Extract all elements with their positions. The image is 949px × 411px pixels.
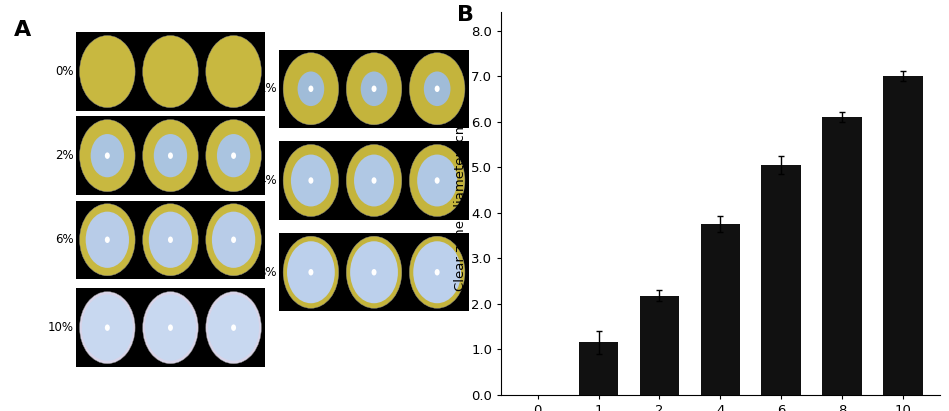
Bar xyxy=(579,342,619,395)
Ellipse shape xyxy=(308,269,313,275)
Ellipse shape xyxy=(168,324,173,331)
Ellipse shape xyxy=(287,241,335,303)
Ellipse shape xyxy=(371,85,377,92)
Ellipse shape xyxy=(154,134,187,177)
Ellipse shape xyxy=(413,241,461,303)
Bar xyxy=(279,233,469,312)
Ellipse shape xyxy=(80,120,135,192)
Ellipse shape xyxy=(298,72,325,106)
Ellipse shape xyxy=(409,236,465,308)
Bar xyxy=(700,224,740,395)
Bar xyxy=(279,50,469,128)
Ellipse shape xyxy=(354,155,394,206)
Ellipse shape xyxy=(82,295,133,361)
Ellipse shape xyxy=(80,35,135,108)
Text: A: A xyxy=(14,20,31,40)
Ellipse shape xyxy=(212,212,255,268)
Ellipse shape xyxy=(291,155,331,206)
Bar xyxy=(640,296,679,395)
Ellipse shape xyxy=(104,152,110,159)
Ellipse shape xyxy=(80,292,135,364)
Ellipse shape xyxy=(168,236,173,243)
Ellipse shape xyxy=(206,35,261,108)
Bar xyxy=(279,141,469,220)
Ellipse shape xyxy=(409,145,465,217)
Ellipse shape xyxy=(91,134,124,177)
Ellipse shape xyxy=(283,145,339,217)
Text: 1%: 1% xyxy=(258,82,277,95)
Text: 6%: 6% xyxy=(55,233,73,246)
Ellipse shape xyxy=(361,72,387,106)
Ellipse shape xyxy=(231,236,236,243)
Ellipse shape xyxy=(371,269,377,275)
Ellipse shape xyxy=(217,134,251,177)
Ellipse shape xyxy=(346,236,401,308)
Bar xyxy=(76,116,265,195)
Ellipse shape xyxy=(85,212,129,268)
Ellipse shape xyxy=(168,152,173,159)
Ellipse shape xyxy=(206,120,261,192)
Text: B: B xyxy=(457,5,474,25)
Ellipse shape xyxy=(283,53,339,125)
Bar xyxy=(76,32,265,111)
Ellipse shape xyxy=(346,145,401,217)
Ellipse shape xyxy=(435,177,439,184)
Ellipse shape xyxy=(80,204,135,276)
Ellipse shape xyxy=(424,72,451,106)
Ellipse shape xyxy=(142,35,198,108)
Bar xyxy=(76,201,265,279)
Ellipse shape xyxy=(435,85,439,92)
Ellipse shape xyxy=(104,324,110,331)
Y-axis label: Clear zone  diameter (cm): Clear zone diameter (cm) xyxy=(454,116,467,291)
Ellipse shape xyxy=(208,295,259,361)
Ellipse shape xyxy=(350,241,398,303)
Ellipse shape xyxy=(145,295,196,361)
Ellipse shape xyxy=(231,324,236,331)
Ellipse shape xyxy=(308,85,313,92)
Ellipse shape xyxy=(346,53,401,125)
Bar xyxy=(823,117,862,395)
Ellipse shape xyxy=(418,155,457,206)
Ellipse shape xyxy=(149,212,192,268)
Bar xyxy=(76,289,265,367)
Ellipse shape xyxy=(308,177,313,184)
Text: 2%: 2% xyxy=(55,149,73,162)
Ellipse shape xyxy=(231,152,236,159)
Bar xyxy=(761,165,801,395)
Text: 10%: 10% xyxy=(47,321,73,334)
Ellipse shape xyxy=(142,292,198,364)
Ellipse shape xyxy=(142,204,198,276)
Bar xyxy=(884,76,922,395)
Ellipse shape xyxy=(206,204,261,276)
Text: 0%: 0% xyxy=(55,65,73,78)
Ellipse shape xyxy=(206,292,261,364)
Ellipse shape xyxy=(409,53,465,125)
Ellipse shape xyxy=(104,236,110,243)
Ellipse shape xyxy=(142,120,198,192)
Ellipse shape xyxy=(435,269,439,275)
Text: 4%: 4% xyxy=(258,174,277,187)
Text: 8%: 8% xyxy=(258,266,277,279)
Ellipse shape xyxy=(283,236,339,308)
Ellipse shape xyxy=(371,177,377,184)
